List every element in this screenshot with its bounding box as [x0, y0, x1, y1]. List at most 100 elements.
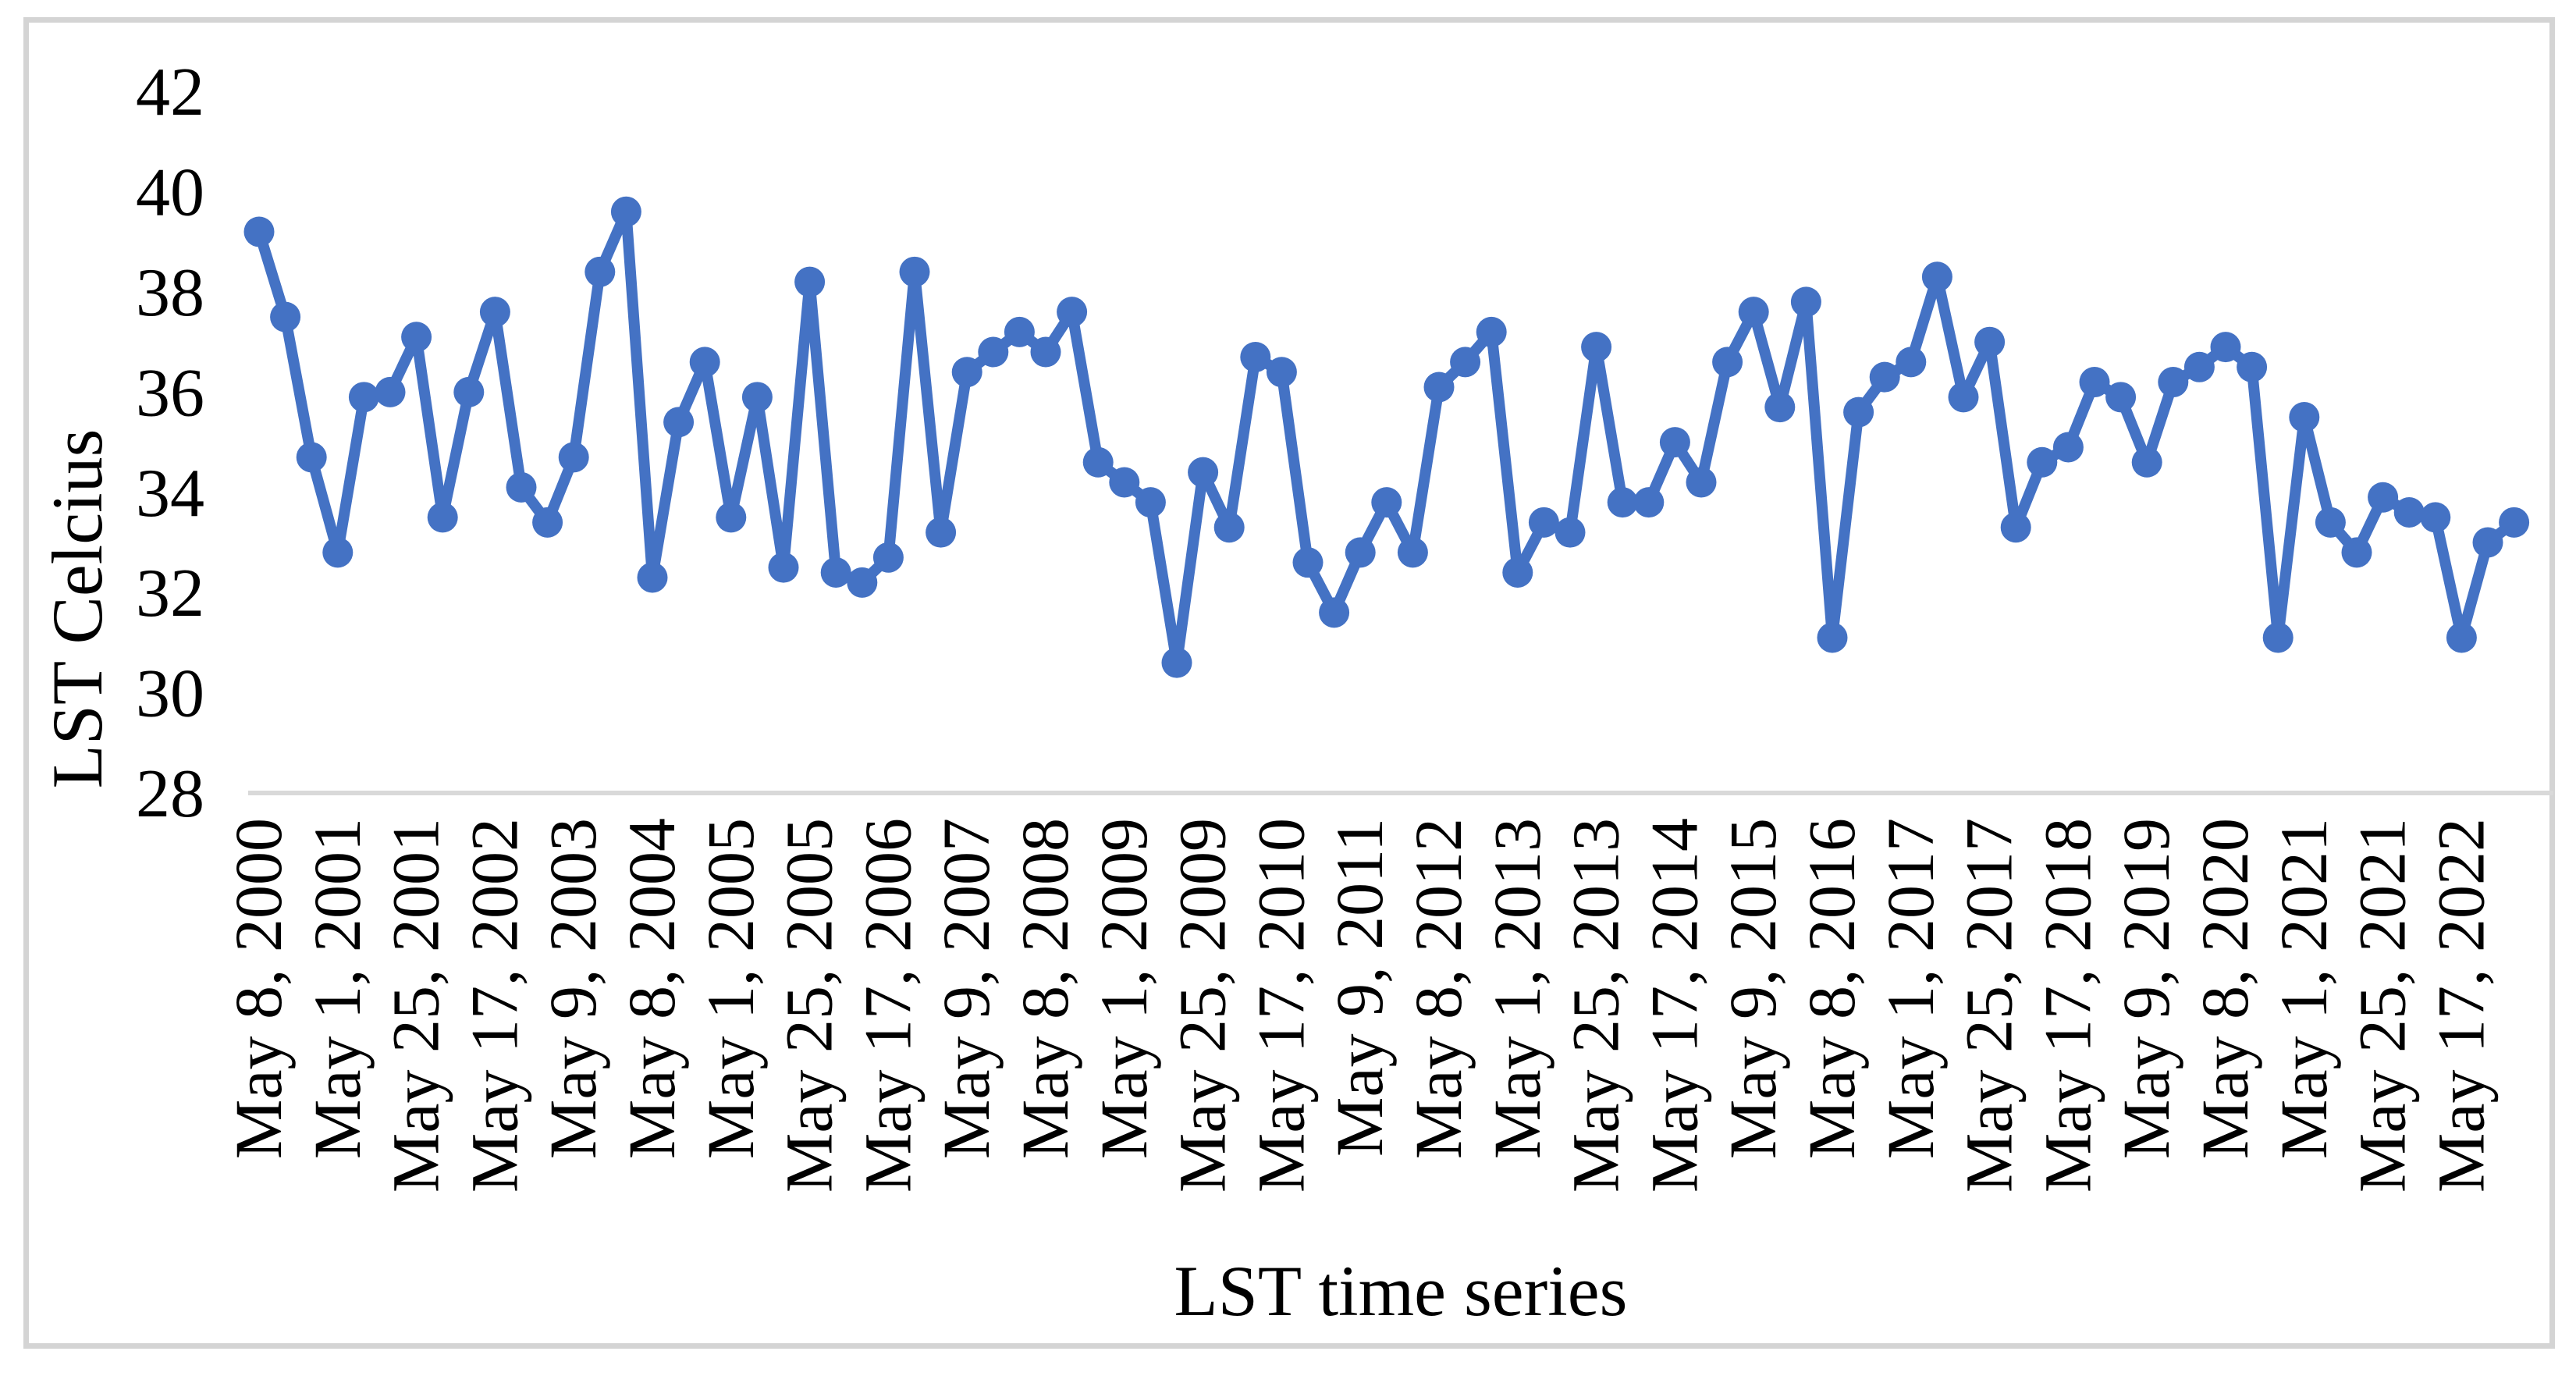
data-point [2183, 351, 2215, 382]
x-tick-label: May 9, 2015 [1715, 818, 1790, 1159]
data-point [1161, 647, 1192, 678]
data-point [872, 542, 904, 573]
data-point [1476, 316, 1507, 347]
data-point [610, 196, 641, 227]
x-tick-label: May 9, 2011 [1322, 818, 1397, 1157]
data-point [2237, 351, 2268, 382]
data-point [847, 567, 878, 598]
data-point [1266, 357, 1297, 388]
data-point [1607, 487, 1638, 518]
x-tick-label: May 25, 2001 [378, 818, 453, 1193]
data-point [453, 376, 485, 407]
data-point [1030, 336, 1061, 368]
data-point [1109, 467, 1140, 498]
y-tick-label: 28 [136, 756, 204, 832]
data-point [1450, 347, 1481, 378]
x-tick-label: May 8, 2016 [1794, 818, 1869, 1159]
data-point [2472, 527, 2503, 558]
x-tick-label: May 25, 2005 [772, 818, 847, 1193]
x-tick-label: May 25, 2009 [1165, 818, 1240, 1193]
data-point [427, 502, 458, 533]
data-point [506, 471, 537, 503]
data-point [2315, 507, 2346, 538]
data-point [2499, 507, 2530, 538]
data-point [2027, 446, 2058, 478]
data-point [1764, 392, 1796, 423]
data-point [2289, 402, 2320, 432]
x-tick-label: May 17, 2022 [2423, 818, 2498, 1193]
x-tick-label: May 25, 2013 [1558, 818, 1633, 1193]
y-tick-label: 32 [136, 556, 204, 631]
data-point [2341, 537, 2372, 568]
y-tick-label: 38 [136, 255, 204, 331]
data-point [270, 301, 301, 332]
data-point [2131, 446, 2162, 478]
data-point [1397, 537, 1428, 568]
data-point [1554, 517, 1586, 548]
y-tick-label: 36 [136, 355, 204, 431]
data-point [401, 322, 432, 353]
data-point [1659, 427, 1690, 458]
data-point [768, 552, 799, 583]
data-point [1319, 597, 1350, 628]
data-point [1790, 286, 1821, 318]
data-point [1371, 487, 1402, 518]
data-point [978, 336, 1009, 368]
data-point [1213, 512, 1245, 543]
data-point [1896, 347, 1927, 378]
data-point [2446, 622, 2477, 653]
data-point [663, 407, 695, 438]
x-tick-label: May 17, 2018 [2030, 818, 2105, 1193]
data-point [1633, 487, 1665, 518]
data-point [1082, 446, 1114, 478]
data-point [637, 562, 668, 593]
x-tick-label: May 1, 2009 [1086, 818, 1161, 1159]
data-point [926, 517, 957, 548]
x-tick-label: May 25, 2017 [1952, 818, 2027, 1193]
data-point [375, 376, 406, 407]
x-tick-label: May 1, 2021 [2266, 818, 2341, 1159]
lst-series [243, 196, 2530, 678]
data-point [532, 507, 563, 538]
data-point [1974, 326, 2006, 357]
x-tick-label: May 8, 2004 [614, 818, 689, 1159]
data-point [2420, 502, 2451, 533]
data-point [1948, 382, 1979, 413]
data-point [296, 442, 327, 473]
data-point [1921, 261, 1952, 293]
y-tick-label: 34 [136, 456, 204, 532]
data-point [1738, 297, 1769, 328]
data-point [716, 502, 747, 533]
x-tick-label: May 25, 2021 [2345, 818, 2420, 1193]
data-point [322, 537, 354, 568]
data-point [1057, 297, 1088, 328]
data-point [899, 256, 930, 287]
figure-border [23, 17, 2555, 1349]
data-point [2210, 332, 2241, 363]
data-point [741, 382, 773, 413]
data-point [1528, 507, 1559, 538]
x-tick-label: May 1, 2017 [1873, 818, 1948, 1159]
data-point [1004, 316, 1035, 347]
x-axis-title: LST time series [1174, 1251, 1628, 1331]
data-point [2000, 512, 2031, 543]
data-point [1817, 622, 1848, 653]
y-axis-title: LST Celcius [37, 429, 117, 789]
data-point [1135, 487, 1166, 518]
x-tick-label: May 1, 2005 [693, 818, 768, 1159]
y-tick-label: 40 [136, 155, 204, 231]
x-tick-label: May 9, 2019 [2109, 818, 2183, 1159]
x-tick-label: May 9, 2003 [535, 818, 610, 1159]
data-point [1423, 372, 1455, 403]
x-tick-label: May 17, 2002 [457, 818, 531, 1193]
x-tick-label: May 9, 2007 [929, 818, 1004, 1159]
data-point [558, 442, 589, 473]
data-point [951, 357, 982, 388]
data-point [348, 382, 379, 413]
x-tick-label: May 8, 2000 [221, 818, 296, 1159]
data-point [794, 266, 826, 297]
x-tick-label: May 17, 2006 [850, 818, 925, 1193]
x-tick-label: May 1, 2001 [300, 818, 375, 1159]
data-point [820, 557, 851, 588]
